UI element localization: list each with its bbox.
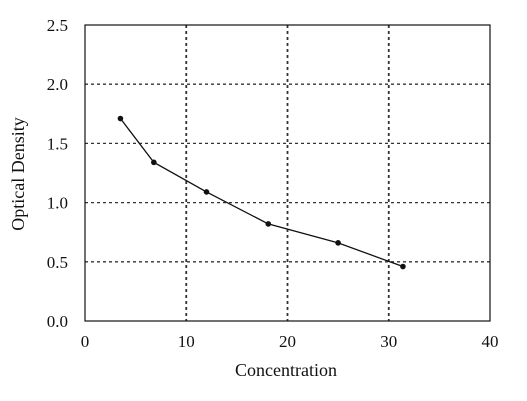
y-tick-label: 0.0	[47, 312, 68, 331]
data-point	[117, 115, 124, 122]
x-axis-title: Concentration	[235, 360, 337, 380]
data-point	[400, 263, 406, 270]
y-tick-label: 1.0	[47, 194, 68, 213]
x-tick-label: 30	[380, 332, 397, 351]
y-tick-labels: 0.0 0.5 1.0 1.5 2.0 2.5	[47, 16, 68, 331]
data-point	[151, 159, 157, 166]
x-tick-labels: 0 10 20 30 40	[81, 332, 499, 351]
x-tick-label: 20	[279, 332, 296, 351]
x-tick-label: 0	[81, 332, 90, 351]
y-tick-label: 2.0	[47, 75, 68, 94]
series	[117, 115, 406, 270]
y-axis-title: Optical Density	[8, 117, 28, 230]
x-tick-label: 10	[178, 332, 195, 351]
data-point	[335, 240, 341, 246]
y-tick-label: 1.5	[47, 134, 68, 153]
x-tick-label: 40	[482, 332, 499, 351]
data-point	[203, 189, 210, 195]
series-line	[119, 118, 404, 268]
y-tick-label: 0.5	[47, 253, 68, 272]
y-tick-label: 2.5	[47, 16, 68, 35]
plot-frame	[84, 24, 491, 322]
data-point	[265, 221, 272, 227]
grid	[85, 25, 490, 321]
